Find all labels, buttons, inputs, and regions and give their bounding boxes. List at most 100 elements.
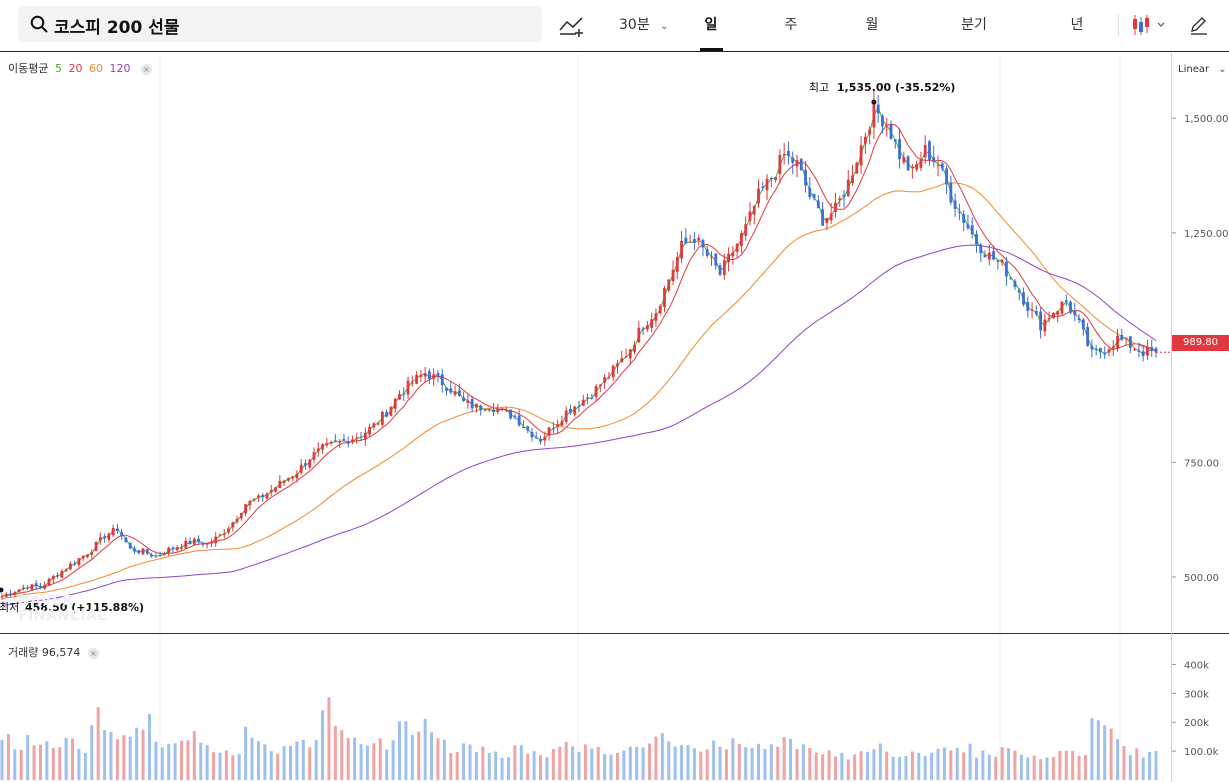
candle-body <box>620 358 624 363</box>
volume-axis: 400k 300k 200k 100.0k <box>1172 660 1219 758</box>
volume-bar <box>866 751 869 780</box>
candle-body <box>714 253 718 266</box>
volume-bar <box>462 743 466 780</box>
candle-body <box>235 518 239 523</box>
candle-body <box>351 439 354 443</box>
candle-body <box>47 578 51 586</box>
candle-body <box>680 240 683 259</box>
volume-bar <box>769 744 773 780</box>
candle-body <box>701 239 705 248</box>
tab-month[interactable]: 월 <box>858 14 886 34</box>
candle-body <box>248 500 252 506</box>
candle-body <box>145 549 149 554</box>
candle-body <box>842 194 846 197</box>
tab-day[interactable]: 일 <box>697 14 725 34</box>
low-value: 458.50 (+115.88%) <box>25 601 144 614</box>
volume-bar <box>1135 748 1139 780</box>
candle-body <box>693 239 696 243</box>
volume-bar <box>205 745 209 780</box>
search-icon[interactable] <box>30 15 48 33</box>
tab-label: 월 <box>865 17 879 33</box>
interval-select[interactable]: 30분 ⌄ <box>619 14 669 34</box>
candle-body <box>1034 311 1038 315</box>
pane-divider[interactable] <box>0 633 1229 634</box>
candle-body <box>282 481 286 483</box>
volume-bar <box>77 748 81 780</box>
volume-bar <box>269 751 273 780</box>
candle-body <box>957 211 961 213</box>
ma20-label: 20 <box>68 62 83 75</box>
candle-body <box>17 589 21 592</box>
candle-body <box>9 593 12 595</box>
tab-week[interactable]: 주 <box>777 14 805 34</box>
candle-body <box>889 124 893 139</box>
candle-body <box>214 536 218 544</box>
candle-body <box>744 224 748 236</box>
search-query[interactable]: 코스피 200 선물 <box>54 18 180 38</box>
candle-body <box>30 584 34 590</box>
candle-body <box>1116 335 1119 349</box>
scale-select[interactable]: Linear ⌄ <box>1178 64 1227 75</box>
volume-bar <box>609 754 613 780</box>
candle-body <box>667 279 671 291</box>
candle-body <box>295 473 299 479</box>
tab-quarter[interactable]: 분기 <box>955 14 993 34</box>
grid-lines <box>159 54 1121 780</box>
volume-bar <box>789 739 793 780</box>
candle-body <box>816 200 820 209</box>
candle-body <box>496 409 500 412</box>
candle-body <box>799 158 803 171</box>
volume-bar <box>718 746 722 780</box>
candle-body <box>291 476 295 479</box>
volume-bar <box>372 743 376 780</box>
candle-body <box>261 494 265 498</box>
candle-body <box>996 260 1000 262</box>
volume-bar <box>949 750 953 780</box>
pencil-icon[interactable] <box>1188 14 1210 36</box>
volume-bar <box>122 735 126 780</box>
volume-bar <box>513 745 517 780</box>
search-box[interactable]: 코스피 200 선물 <box>18 6 542 42</box>
ma5-line <box>1 105 1157 597</box>
volume-bar <box>32 745 36 780</box>
close-icon[interactable]: × <box>140 63 152 75</box>
chart-toolbar: 코스피 200 선물 30분 ⌄ 일 주 월 분기 년 <box>0 0 1229 52</box>
candle-body <box>509 409 513 419</box>
candle-body <box>1107 349 1111 353</box>
candle-body <box>855 162 859 174</box>
candle-body <box>697 237 701 241</box>
volume-bar <box>801 744 805 780</box>
candle-body <box>286 478 290 481</box>
candle-body <box>594 386 598 397</box>
candle-body <box>992 251 995 260</box>
scale-label: Linear <box>1178 64 1210 75</box>
candle-body <box>466 400 470 403</box>
volume-bar <box>1058 750 1062 780</box>
tab-year[interactable]: 년 <box>1063 14 1091 34</box>
candle-body <box>1043 319 1047 332</box>
candle-body <box>436 373 440 376</box>
candle-body <box>257 495 260 498</box>
volume-bar <box>378 738 382 780</box>
candle-body <box>1103 352 1107 355</box>
candle-body <box>154 555 158 557</box>
candle-body <box>757 188 760 204</box>
volume-bar <box>558 746 562 780</box>
candle-body <box>346 441 350 444</box>
close-icon[interactable]: × <box>87 647 99 659</box>
volume-bar <box>737 743 741 780</box>
low-marker <box>0 587 4 593</box>
volume-bar <box>872 749 876 780</box>
candlestick-icon[interactable] <box>1130 13 1166 37</box>
volume-bar <box>1116 739 1120 780</box>
volume-bar <box>154 741 158 780</box>
add-indicator-icon[interactable] <box>558 14 586 38</box>
candle-body <box>21 587 25 589</box>
volume-bar <box>1026 757 1030 780</box>
volume-bar <box>314 740 318 780</box>
ma60-label: 60 <box>88 62 103 75</box>
volume-bar <box>519 745 523 780</box>
candle-body <box>342 438 346 441</box>
candle-body <box>761 186 765 189</box>
